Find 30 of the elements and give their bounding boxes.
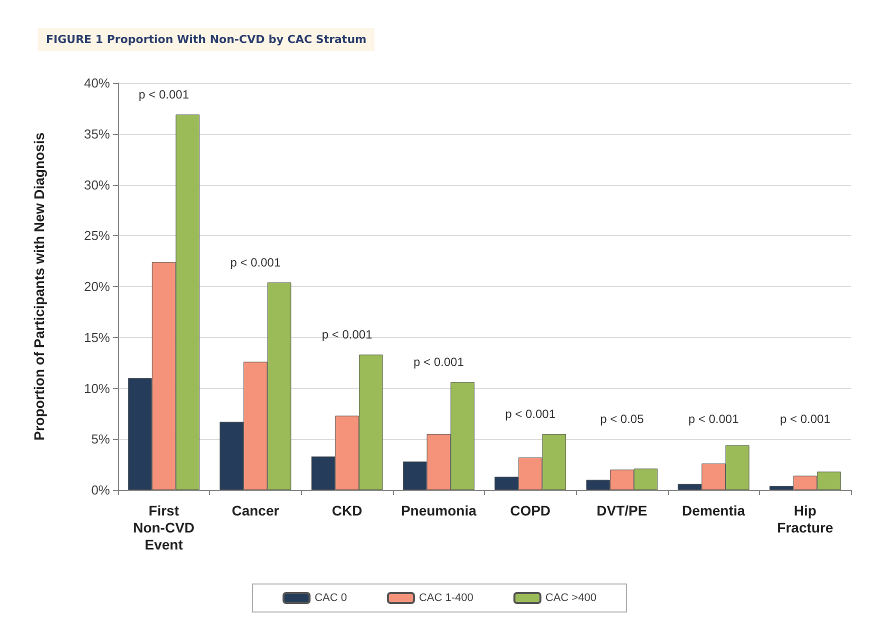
annotation: p < 0.001 bbox=[138, 88, 190, 102]
legend-label: CAC 1-400 bbox=[418, 592, 474, 604]
annotation: p < 0.001 bbox=[688, 412, 740, 426]
y-axis-title: Proportion of Participants with New Diagnosis bbox=[31, 132, 47, 441]
chart-title: FIGURE 1 Proportion With Non-CVD by CAC Stratum bbox=[46, 33, 366, 46]
y-tick-label: 20% bbox=[84, 279, 110, 294]
x-tick-label: Hip Fracture bbox=[777, 502, 834, 536]
annotation: p < 0.001 bbox=[780, 412, 831, 426]
y-tick-label: 35% bbox=[84, 126, 110, 142]
y-tick-label: 30% bbox=[84, 177, 110, 192]
annotation: p < 0.05 bbox=[600, 412, 644, 426]
y-tick-label: 40% bbox=[84, 76, 110, 90]
legend-label: CAC 0 bbox=[314, 592, 347, 604]
annotation: p < 0.001 bbox=[413, 355, 464, 370]
x-tick-label: DVT/PE bbox=[596, 502, 648, 518]
x-tick-label: Dementia bbox=[682, 502, 746, 518]
x-tick-label: First Non-CVD Event bbox=[133, 502, 195, 552]
y-tick-label: 15% bbox=[84, 330, 110, 345]
y-tick-label: 0% bbox=[91, 482, 110, 498]
y-tick-label: 10% bbox=[84, 380, 110, 396]
x-tick-label: CKD bbox=[332, 502, 362, 518]
annotation: p < 0.001 bbox=[230, 255, 281, 270]
x-tick-label: Cancer bbox=[232, 502, 280, 518]
legend-label: CAC >400 bbox=[545, 592, 596, 604]
x-tick-label: COPD bbox=[510, 502, 551, 518]
annotation: p < 0.001 bbox=[322, 328, 373, 342]
y-tick-label: 5% bbox=[91, 432, 110, 447]
y-tick-label: 25% bbox=[84, 228, 110, 244]
annotation: p < 0.001 bbox=[505, 407, 556, 422]
x-tick-label: Pneumonia bbox=[400, 502, 477, 518]
